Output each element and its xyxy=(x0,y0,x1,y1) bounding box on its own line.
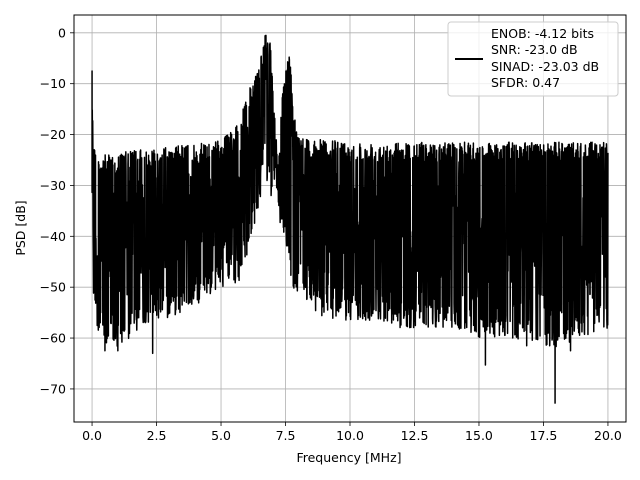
tick-marks: 0.0 2.5 5.0 7.5 10.0 12.5 15.0 17.5 20.0 0 −10 −20 −… xyxy=(40,25,622,443)
legend-text-enob: ENOB: -4.12 bits xyxy=(491,26,594,41)
y-tick-label: −30 xyxy=(40,178,66,193)
y-axis-label: PSD [dB] xyxy=(13,200,28,255)
plot-area xyxy=(91,34,609,404)
legend: ENOB: -4.12 bits SNR: -23.0 dB SINAD: -2… xyxy=(447,21,619,97)
y-tick-label: −10 xyxy=(40,76,66,91)
x-tick-label: 10.0 xyxy=(336,428,364,443)
legend-text-sfdr: SFDR: 0.47 xyxy=(491,75,560,90)
x-tick-label: 7.5 xyxy=(276,428,296,443)
y-tick-label: −60 xyxy=(40,331,66,346)
x-tick-label: 2.5 xyxy=(147,428,167,443)
x-axis-label: Frequency [MHz] xyxy=(296,450,401,465)
legend-text-sinad: SINAD: -23.03 dB xyxy=(491,59,599,74)
legend-text-snr: SNR: -23.0 dB xyxy=(491,42,578,57)
legend-box xyxy=(447,21,619,97)
x-tick-label: 15.0 xyxy=(465,428,493,443)
x-tick-label: 5.0 xyxy=(211,428,231,443)
y-tick-label: −50 xyxy=(40,280,66,295)
psd-series-line xyxy=(91,34,609,404)
x-tick-label: 20.0 xyxy=(594,428,622,443)
x-tick-label: 17.5 xyxy=(530,428,558,443)
y-tick-label: 0 xyxy=(58,25,66,40)
y-tick-label: −70 xyxy=(40,381,66,396)
y-tick-label: −40 xyxy=(40,229,66,244)
x-tick-label: 12.5 xyxy=(401,428,429,443)
y-tick-label: −20 xyxy=(40,127,66,142)
x-tick-label: 0.0 xyxy=(82,428,102,443)
